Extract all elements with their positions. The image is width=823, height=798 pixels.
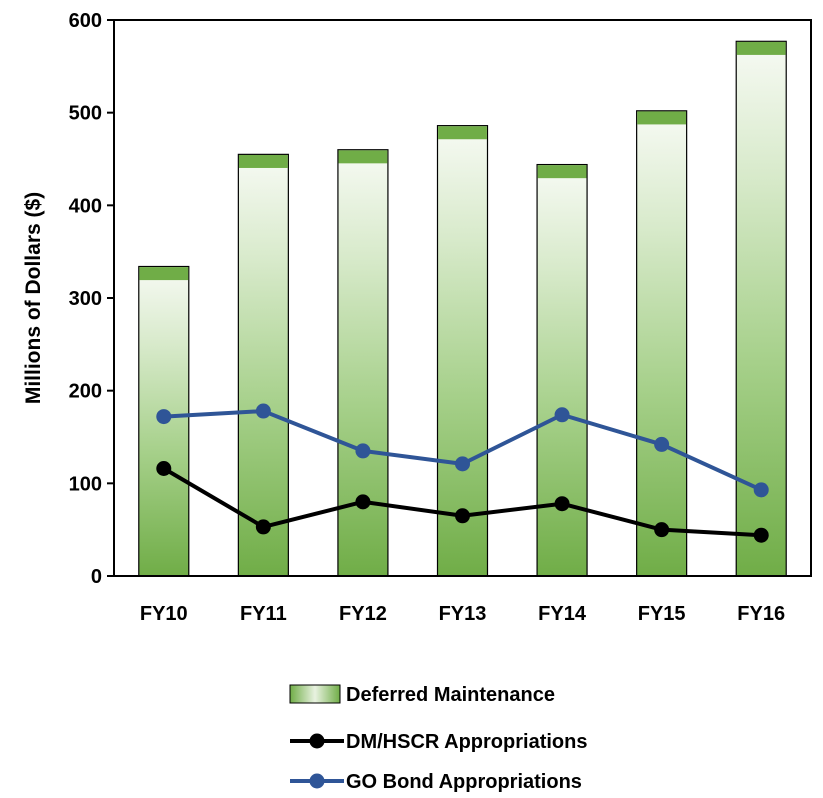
- data-point: [156, 409, 172, 425]
- legend-marker: [309, 733, 325, 749]
- data-point: [156, 461, 172, 477]
- data-point: [554, 496, 570, 512]
- bar-body: [237, 153, 289, 577]
- x-tick-label: FY12: [339, 603, 387, 625]
- bars-layer: [138, 40, 787, 577]
- data-point: [255, 519, 271, 535]
- bar-FY12: [337, 149, 389, 577]
- bar-body: [337, 149, 389, 577]
- y-tick-label: 600: [69, 10, 102, 32]
- bar-FY15: [636, 110, 688, 577]
- legend-label: GO Bond Appropriations: [346, 771, 582, 793]
- y-tick-label: 0: [91, 566, 102, 588]
- data-point: [455, 456, 470, 472]
- bar-cap: [736, 41, 786, 55]
- y-tick-label: 400: [69, 195, 102, 217]
- data-point: [654, 436, 670, 452]
- x-tick-label: FY13: [439, 603, 487, 625]
- x-tick-label: FY16: [737, 603, 785, 625]
- bar-cap: [637, 111, 687, 125]
- x-tick-label: FY14: [538, 603, 587, 625]
- x-tick-label: FY15: [638, 603, 686, 625]
- legend-label: DM/HSCR Appropriations: [346, 731, 587, 753]
- bar-cap: [139, 267, 189, 281]
- bar-cap: [537, 165, 587, 179]
- legend-item: DM/HSCR Appropriations: [290, 731, 587, 753]
- data-point: [255, 403, 271, 419]
- y-axis-label: Millions of Dollars ($): [22, 192, 45, 404]
- series-dm-hscr-appropriations: [156, 461, 769, 543]
- bar-FY10: [138, 265, 190, 577]
- y-tick-label: 200: [69, 381, 102, 403]
- legend-item: GO Bond Appropriations: [290, 771, 582, 793]
- data-point: [355, 443, 371, 459]
- data-point: [654, 522, 670, 538]
- data-point: [554, 407, 570, 423]
- legend-label: Deferred Maintenance: [346, 684, 555, 706]
- legend-swatch: [289, 684, 341, 704]
- y-tick-label: 500: [69, 103, 102, 125]
- bar-body: [536, 163, 588, 577]
- bar-cap: [438, 126, 487, 140]
- bar-cap: [238, 154, 288, 168]
- data-point: [355, 494, 371, 510]
- data-point: [753, 482, 769, 498]
- y-tick-label: 300: [69, 288, 102, 310]
- lines-layer: [156, 403, 769, 543]
- bar-cap: [338, 150, 388, 164]
- y-tick-label: 100: [69, 473, 102, 495]
- bar-FY14: [536, 163, 588, 577]
- axes-layer: [107, 19, 812, 577]
- legend-item: Deferred Maintenance: [289, 684, 555, 706]
- data-point: [753, 527, 769, 543]
- bar-FY11: [237, 153, 289, 577]
- bar-body: [636, 110, 688, 577]
- legend: Deferred Maintenance DM/HSCR Appropriatio…: [289, 684, 587, 793]
- legend-marker: [309, 773, 325, 789]
- x-tick-label: FY10: [140, 603, 188, 625]
- data-point: [455, 508, 470, 524]
- x-tick-label: FY11: [240, 603, 287, 625]
- labels-layer: 0 100 200 300 400 500 600 FY10 FY11 FY12 FY13 FY14 F…: [69, 10, 785, 625]
- series-go-bond-appropriations: [156, 403, 769, 498]
